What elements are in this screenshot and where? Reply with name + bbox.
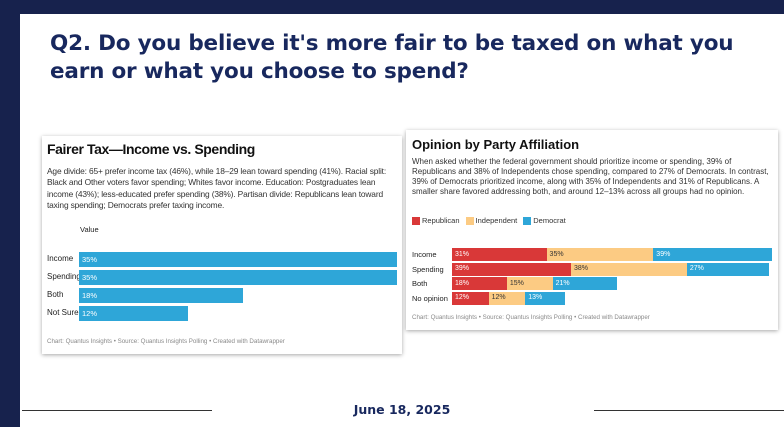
category-label: Spending [412, 264, 444, 274]
chart-description: Age divide: 65+ prefer income tax (46%),… [47, 166, 387, 211]
bar: 18% [79, 288, 243, 303]
legend-item: Independent [465, 216, 518, 225]
legend-label: Democrat [533, 216, 566, 225]
value-label: 38% [573, 265, 588, 272]
bar-segment-independent: 38% [570, 262, 687, 276]
legend-swatch [412, 216, 420, 225]
value-label: 18% [82, 291, 98, 300]
footer-divider-right [594, 410, 784, 411]
chart-source: Chart: Quantus Insights • Source: Quantu… [412, 314, 650, 321]
legend-label: Republican [422, 216, 460, 225]
bar-segment-republican: 12% [452, 291, 489, 305]
value-label: 35% [82, 273, 98, 282]
category-label: No opinion [412, 293, 448, 303]
category-label: Income [47, 254, 74, 263]
value-label: 12% [82, 309, 98, 318]
bar-segment-democrat: 39% [653, 248, 773, 261]
bar-segment-independent: 15% [506, 277, 553, 290]
category-label: Both [412, 279, 428, 288]
stacked-bar-row: Income 31% 35% 39% [406, 248, 778, 261]
value-label: 18% [455, 279, 470, 287]
value-label: 27% [689, 265, 704, 272]
bar-row: Income 35% [42, 252, 402, 267]
value-label: 39% [656, 250, 671, 258]
chart-card-party-affiliation: Opinion by Party Affiliation When asked … [406, 130, 778, 330]
chart-card-fairer-tax: Fairer Tax—Income vs. Spending Age divid… [42, 136, 402, 354]
category-label: Not Sure [47, 308, 79, 317]
category-label: Income [412, 250, 437, 259]
bar-segment-republican: 39% [452, 262, 571, 276]
column-header: Value [80, 225, 99, 234]
bar-row: Both 18% [42, 288, 402, 303]
bar-row: Spending 35% [42, 270, 402, 285]
value-label: 13% [528, 294, 543, 301]
value-label: 39% [455, 265, 470, 272]
value-label: 21% [555, 279, 570, 287]
value-label: 35% [549, 250, 564, 258]
stacked-bar-row: Both 18% 15% 21% [406, 277, 778, 290]
chart-title: Opinion by Party Affiliation [412, 137, 580, 152]
value-label: 12% [455, 294, 470, 301]
legend-swatch [523, 216, 532, 225]
category-label: Both [47, 290, 64, 299]
value-label: 31% [455, 250, 470, 258]
bar: 35% [79, 252, 397, 267]
bar-segment-democrat: 27% [686, 262, 770, 276]
value-label: 15% [509, 279, 524, 287]
chart-source: Chart: Quantus Insights • Source: Quantu… [47, 338, 285, 345]
bar-segment-republican: 31% [452, 248, 547, 261]
legend-swatch [465, 216, 474, 225]
value-label: 12% [491, 294, 506, 301]
category-label: Spending [47, 272, 81, 281]
bar-segment-independent: 35% [546, 248, 654, 261]
chart-title: Fairer Tax—Income vs. Spending [47, 141, 255, 157]
footer-divider-left [22, 410, 212, 411]
bar-segment-democrat: 21% [552, 277, 617, 290]
bar-segment-democrat: 13% [525, 291, 565, 305]
bar: 35% [79, 270, 397, 285]
bar-row: Not Sure 12% [42, 306, 402, 321]
bar-segment-republican: 18% [452, 277, 507, 290]
legend-item: Republican [412, 216, 460, 225]
bar-segment-independent: 12% [488, 291, 526, 305]
stacked-bar-row: No opinion 12% 12% 13% [406, 291, 778, 305]
bar: 12% [79, 306, 189, 321]
footer-date: June 18, 2025 [353, 402, 451, 417]
legend-item: Democrat [523, 216, 566, 225]
legend-label: Independent [475, 216, 518, 225]
slide: Q2. Do you believe it's more fair to be … [20, 14, 784, 427]
slide-title: Q2. Do you believe it's more fair to be … [50, 31, 734, 84]
chart-description: When asked whether the federal governmen… [412, 157, 769, 196]
stacked-bar-row: Spending 39% 38% 27% [406, 262, 778, 276]
value-label: 35% [82, 255, 98, 264]
legend: Republican Independent Democrat [412, 216, 566, 225]
